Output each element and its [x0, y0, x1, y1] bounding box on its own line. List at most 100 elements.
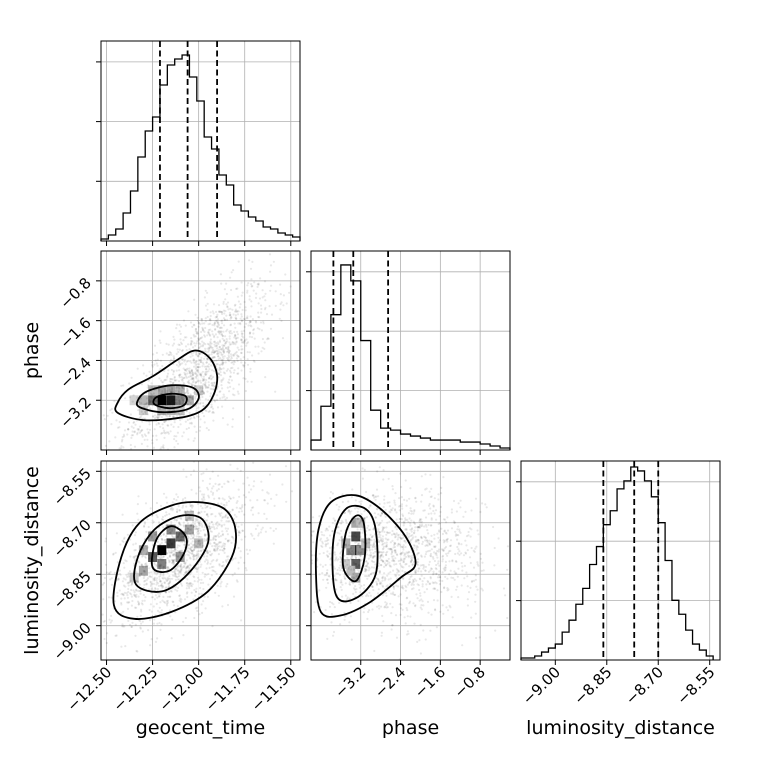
scatter-point [210, 382, 213, 385]
scatter-point [152, 577, 155, 581]
scatter-point [150, 373, 153, 376]
scatter-point [216, 349, 219, 352]
scatter-point [187, 554, 190, 557]
scatter-point [414, 535, 417, 538]
x-axis-label-luminosity_distance: luminosity_distance [526, 717, 715, 739]
scatter-point [127, 428, 130, 431]
scatter-point [321, 533, 324, 536]
scatter-point [215, 342, 218, 345]
scatter-point [194, 545, 198, 548]
scatter-point [279, 562, 281, 564]
scatter-point [160, 416, 163, 419]
scatter-point [226, 301, 230, 304]
scatter-point [150, 596, 153, 599]
scatter-point [431, 556, 435, 559]
scatter-point [395, 584, 398, 587]
scatter-point [151, 364, 154, 367]
scatter-point [358, 500, 361, 503]
scatter-point [173, 357, 176, 360]
scatter-point [191, 540, 194, 543]
scatter-point [469, 561, 472, 565]
scatter-point [230, 361, 233, 364]
scatter-point [216, 325, 219, 329]
scatter-point [195, 394, 198, 397]
scatter-point [200, 319, 203, 322]
scatter-point [138, 431, 141, 434]
scatter-point [218, 367, 221, 370]
scatter-point [347, 550, 350, 553]
scatter-point [203, 378, 206, 381]
scatter-point [209, 344, 212, 347]
scatter-point [186, 582, 189, 585]
scatter-point [189, 551, 192, 555]
scatter-point [248, 331, 252, 334]
scatter-point [257, 283, 260, 286]
scatter-point [170, 390, 173, 393]
scatter-point [421, 542, 424, 546]
scatter-point [220, 580, 223, 584]
scatter-point [213, 322, 216, 325]
scatter-point [175, 363, 178, 367]
scatter-point [214, 327, 217, 331]
scatter-point [240, 281, 243, 284]
scatter-point [192, 554, 196, 557]
scatter-point [452, 499, 456, 503]
scatter-point [408, 578, 411, 581]
scatter-point [358, 557, 361, 560]
scatter-point [229, 315, 233, 319]
scatter-point [357, 542, 361, 545]
scatter-point [214, 333, 217, 336]
scatter-point [333, 551, 336, 554]
scatter-point [226, 539, 229, 542]
scatter-point [175, 323, 179, 326]
scatter-point [213, 549, 216, 552]
scatter-point [395, 532, 398, 535]
scatter-point [210, 520, 213, 524]
scatter-point [206, 334, 209, 337]
scatter-point [160, 611, 163, 614]
scatter-point [182, 414, 185, 417]
scatter-point [121, 580, 124, 583]
scatter-point [187, 438, 190, 441]
scatter-point [179, 600, 183, 604]
scatter-point [381, 579, 384, 582]
scatter-point [384, 515, 387, 518]
scatter-point [158, 543, 161, 546]
scatter-point [232, 496, 235, 499]
scatter-point [124, 645, 127, 648]
scatter-point [426, 544, 429, 547]
scatter-point [230, 316, 233, 319]
scatter-point [360, 513, 363, 516]
scatter-point [145, 547, 148, 550]
scatter-point [234, 309, 237, 313]
scatter-point [327, 555, 330, 558]
scatter-point [424, 569, 427, 572]
scatter-point [352, 576, 355, 579]
scatter-point [354, 550, 357, 553]
scatter-point [409, 522, 412, 525]
scatter-point [402, 524, 405, 527]
scatter-point [446, 577, 449, 580]
scatter-point [185, 360, 188, 363]
scatter-point [243, 561, 246, 564]
scatter-point [166, 532, 169, 535]
scatter-point [208, 410, 211, 413]
scatter-point [196, 330, 199, 333]
scatter-point [376, 577, 380, 581]
scatter-point [229, 313, 232, 317]
scatter-point [180, 389, 183, 392]
scatter-point [188, 396, 191, 399]
scatter-point [371, 548, 374, 551]
scatter-point [444, 531, 447, 534]
scatter-point [172, 355, 175, 358]
scatter-point [133, 494, 135, 496]
scatter-point [163, 379, 166, 382]
scatter-point [165, 403, 168, 407]
scatter-point [194, 520, 197, 523]
scatter-point [211, 323, 214, 327]
scatter-point [188, 547, 192, 550]
scatter-point [168, 543, 171, 547]
scatter-point [184, 373, 187, 376]
scatter-point [160, 584, 163, 587]
scatter-point [379, 521, 382, 525]
